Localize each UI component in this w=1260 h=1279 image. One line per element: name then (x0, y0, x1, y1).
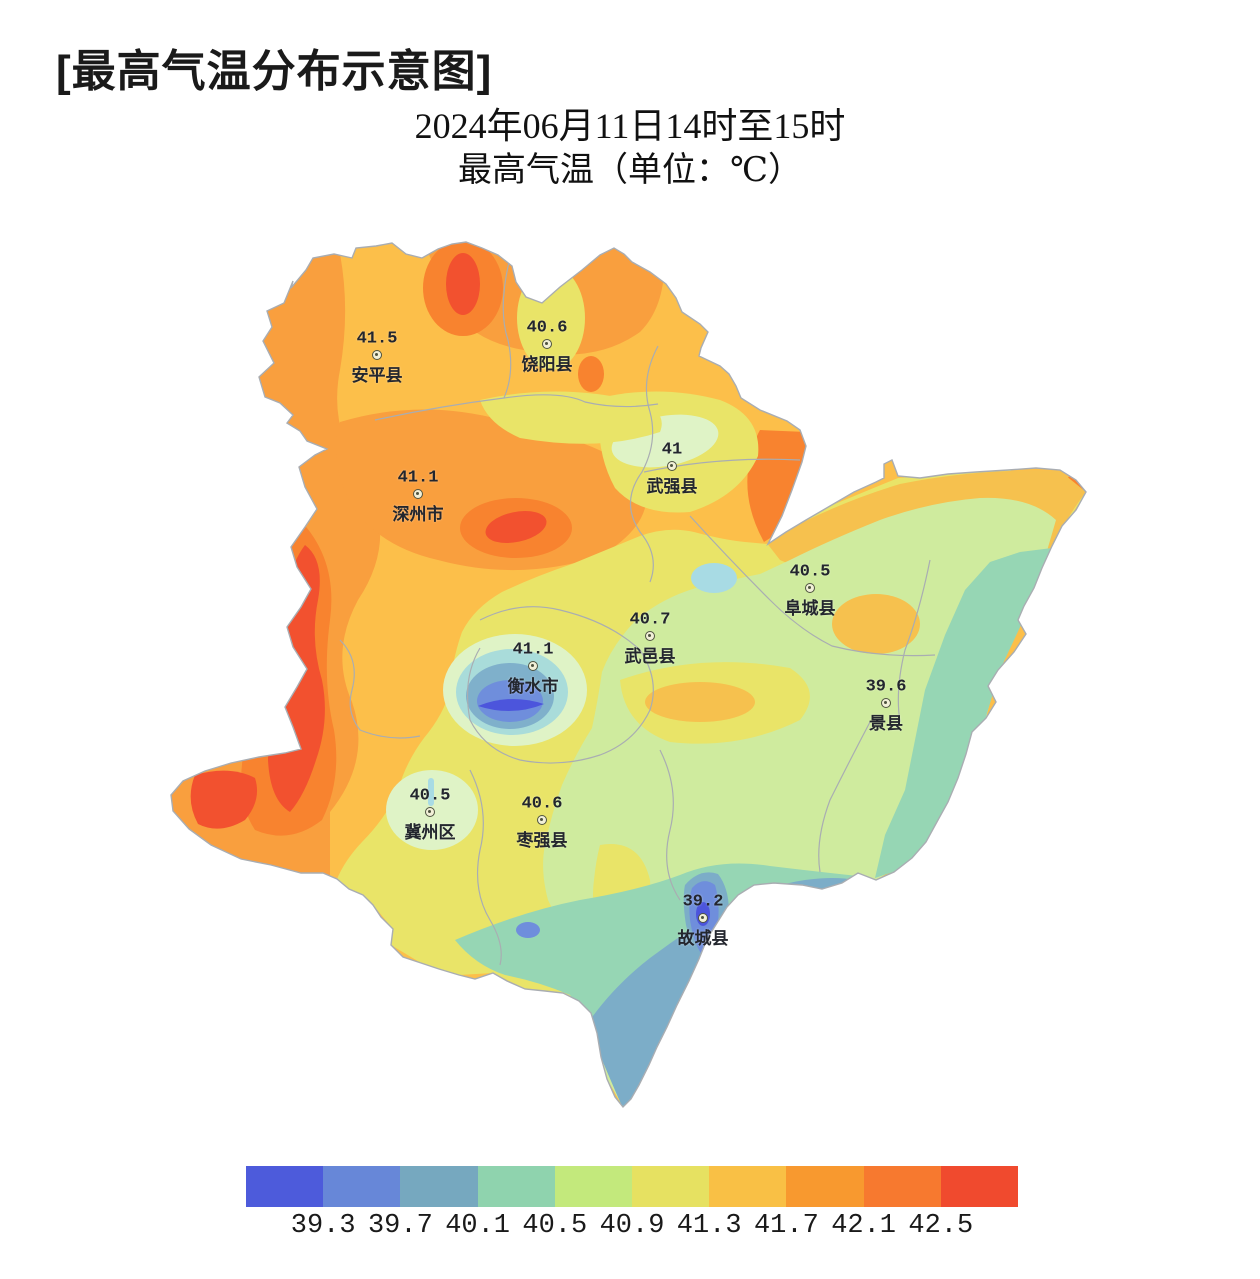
region-outline (170, 241, 1087, 1109)
legend-swatch (554, 1166, 633, 1207)
legend-swatch (786, 1166, 864, 1207)
legend-swatch (477, 1166, 555, 1207)
legend-tick-label: 40.1 (445, 1211, 510, 1241)
legend-swatch (632, 1166, 710, 1207)
map-subtitle: 2024年06月11日14时至15时 最高气温（单位：℃） (0, 104, 1260, 193)
legend-tick-label: 39.7 (367, 1211, 433, 1241)
page-title: [最高气温分布示意图] (56, 47, 493, 97)
temperature-zones (171, 242, 1086, 1107)
legend-swatch (940, 1166, 1019, 1207)
color-legend: 39.3 39.7 40.1 40.5 40.9 41.3 41.7 42.1 42.5 (246, 1166, 1019, 1245)
legend-swatch (863, 1166, 941, 1207)
legend-swatches (246, 1166, 1019, 1207)
legend-tick-label: 40.9 (599, 1211, 665, 1241)
legend-swatch (246, 1166, 324, 1207)
legend-tick-label: 42.5 (908, 1211, 974, 1241)
legend-tick-label: 41.3 (676, 1211, 742, 1241)
subtitle-date-range: 2024年06月11日14时至15时 (414, 106, 846, 146)
legend-tick-label: 39.3 (290, 1211, 356, 1241)
subtitle-metric: 最高气温（单位：℃） (457, 152, 803, 189)
legend-swatch (709, 1166, 787, 1207)
legend-swatch (323, 1166, 401, 1207)
county-boundaries (339, 261, 936, 966)
legend-tick-label: 41.7 (753, 1211, 819, 1241)
legend-swatch (400, 1166, 478, 1207)
legend-tick-labels: 39.3 39.7 40.1 40.5 40.9 41.3 41.7 42.1 42.5 (246, 1211, 1018, 1245)
legend-tick-label: 42.1 (831, 1211, 896, 1241)
legend-tick-label: 40.5 (522, 1211, 588, 1241)
